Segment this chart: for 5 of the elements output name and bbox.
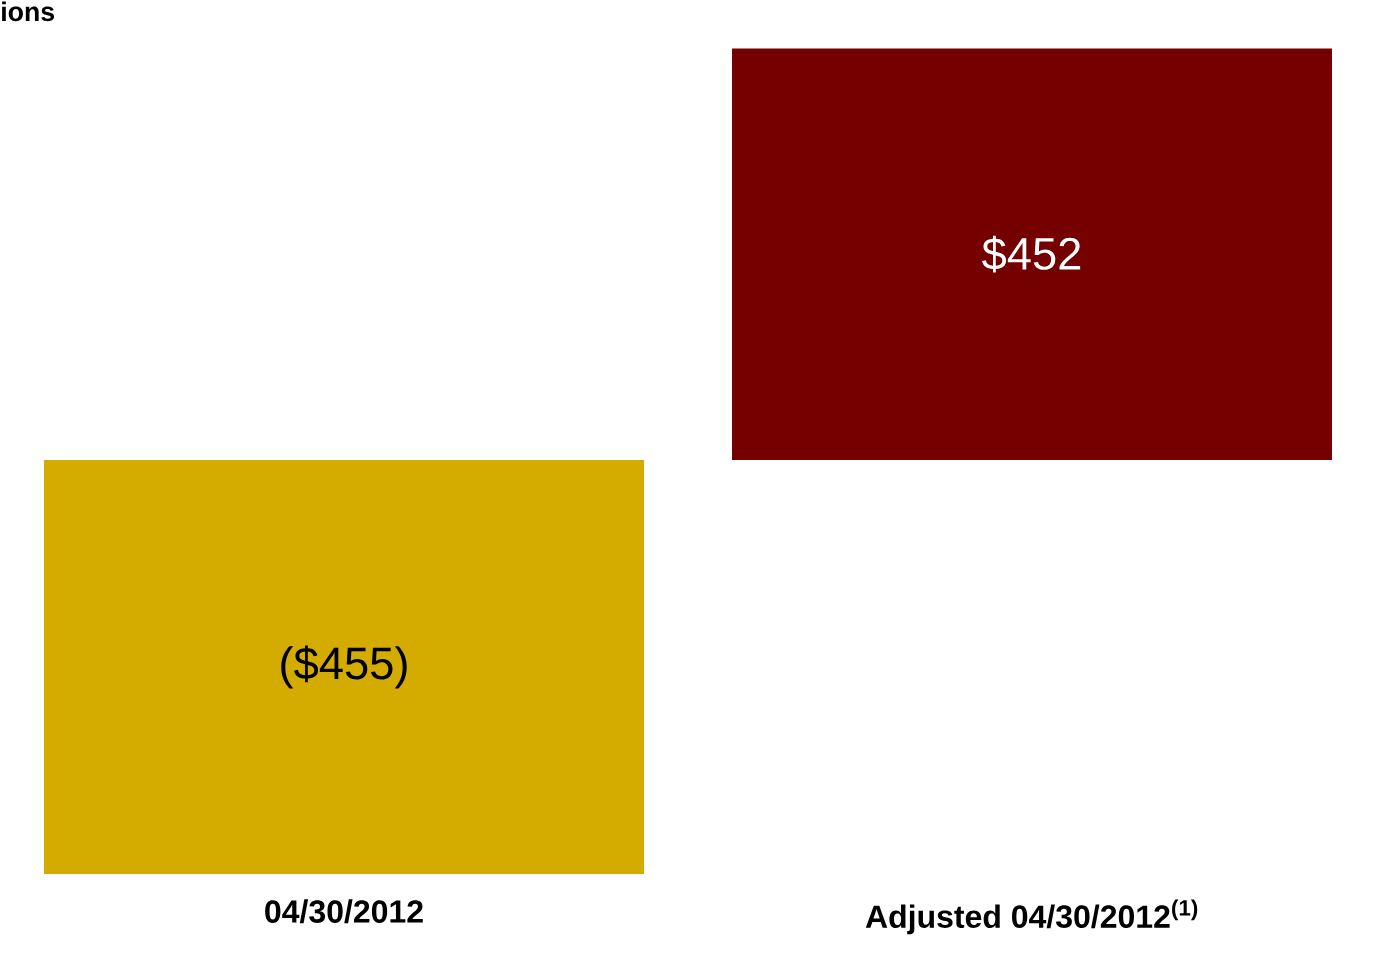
data-label: $452 [982, 235, 1081, 273]
x-tick-label: 04/30/2012 [265, 899, 423, 924]
chart-title: ions [2, 1, 55, 22]
x-tick-label: Adjusted 04/30/2012$^{(1)}$ [865, 899, 1198, 935]
data-label: ($455) [281, 645, 407, 689]
